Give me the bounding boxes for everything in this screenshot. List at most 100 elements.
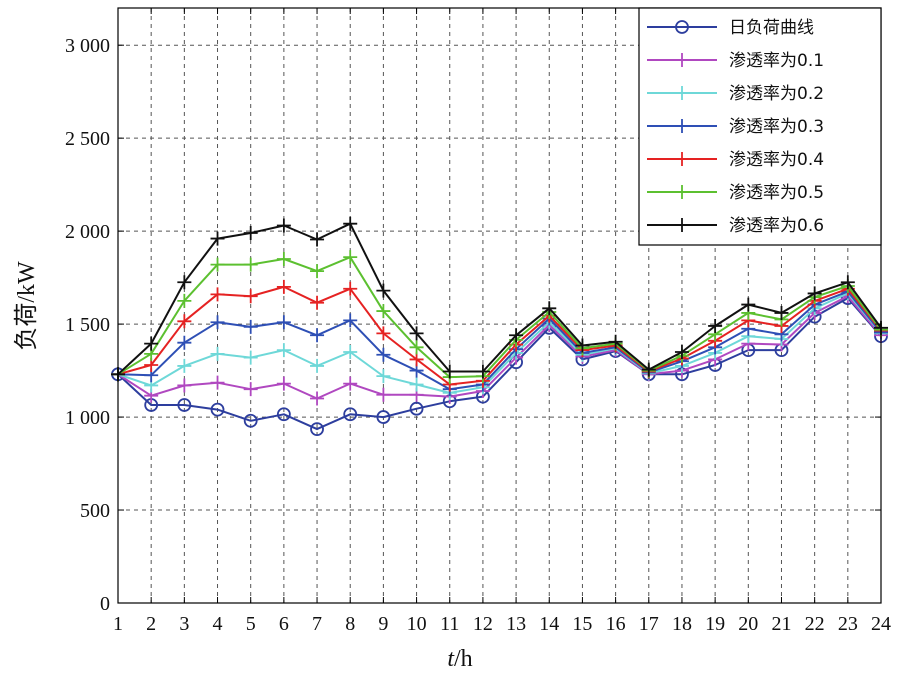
data-point <box>708 318 723 333</box>
data-point <box>310 328 325 343</box>
data-point <box>276 407 291 422</box>
data-point <box>409 401 424 416</box>
legend-item: 渗透率为0.3 <box>647 117 824 137</box>
legend-label: 渗透率为0.5 <box>729 183 824 203</box>
data-point <box>807 286 822 301</box>
x-tick-label: 23 <box>838 613 858 635</box>
data-point <box>310 391 325 406</box>
data-point <box>177 398 192 412</box>
legend-label: 渗透率为0.1 <box>729 51 824 71</box>
series-layer <box>111 216 888 437</box>
data-point <box>376 387 391 402</box>
data-point <box>575 338 590 353</box>
data-point <box>144 336 159 351</box>
data-point <box>243 319 258 334</box>
legend-item: 渗透率为0.5 <box>647 183 824 203</box>
data-point <box>442 364 457 379</box>
data-point <box>310 264 325 279</box>
data-point <box>409 326 424 341</box>
data-point <box>210 402 225 417</box>
y-tick-label: 1 000 <box>65 407 110 429</box>
legend-label: 渗透率为0.4 <box>729 150 824 170</box>
plot-frame <box>117 7 882 604</box>
data-point <box>376 304 391 319</box>
y-tick-label: 2 500 <box>65 128 110 150</box>
data-point <box>276 376 291 391</box>
data-point <box>310 422 324 437</box>
data-point <box>376 369 391 384</box>
data-point <box>343 313 358 328</box>
data-point <box>276 218 291 233</box>
data-point <box>409 352 424 367</box>
data-point <box>343 250 358 265</box>
data-point <box>376 326 391 341</box>
data-point <box>542 301 557 316</box>
data-point <box>409 340 424 355</box>
x-tick-label: 12 <box>473 613 493 635</box>
data-point <box>376 410 391 424</box>
legend-item: 渗透率为0.1 <box>647 51 824 71</box>
data-point <box>177 275 192 290</box>
data-point <box>343 376 358 391</box>
data-point <box>177 358 192 373</box>
data-point <box>210 315 225 330</box>
series-6 <box>111 216 888 382</box>
data-point <box>343 216 358 231</box>
x-tick-label: 9 <box>378 613 388 635</box>
data-point <box>210 231 225 246</box>
x-tick-label: 16 <box>606 613 626 635</box>
x-tick-label: 24 <box>871 613 891 635</box>
legend-item: 渗透率为0.2 <box>647 84 824 104</box>
data-point <box>177 378 192 393</box>
data-point <box>276 315 291 330</box>
x-tick-label: 18 <box>672 613 692 635</box>
tick-layer: 1 2 3 4 5 6 7 8 9 10 11 12 13 14 15 16 17 18 19 20 21 22 23 240… <box>65 8 891 635</box>
data-point <box>243 350 258 365</box>
data-point <box>675 86 689 100</box>
legend-label: 渗透率为0.6 <box>729 216 824 236</box>
data-point <box>243 257 258 272</box>
x-tick-label: 21 <box>771 613 791 635</box>
data-point <box>177 293 192 308</box>
data-point <box>608 334 623 349</box>
x-tick-label: 11 <box>440 613 459 635</box>
data-point <box>310 232 325 247</box>
data-point <box>475 364 490 379</box>
x-tick-label: 3 <box>179 613 189 635</box>
legend-label: 渗透率为0.3 <box>729 117 824 137</box>
x-axis-label: t/h <box>447 646 472 672</box>
y-tick-label: 0 <box>100 593 110 615</box>
legend-item: 渗透率为0.4 <box>647 150 824 170</box>
data-point <box>675 119 689 133</box>
data-point <box>243 289 258 304</box>
x-tick-label: 14 <box>539 613 559 635</box>
data-point <box>343 407 358 422</box>
data-point <box>177 314 192 329</box>
x-tick-label: 6 <box>279 613 289 635</box>
data-point <box>675 20 689 34</box>
data-point <box>243 225 258 240</box>
x-tick-label: 2 <box>146 613 156 635</box>
data-point <box>243 382 258 397</box>
data-point <box>409 377 424 392</box>
data-point <box>840 275 855 290</box>
x-tick-label: 17 <box>639 613 659 635</box>
data-point <box>210 287 225 302</box>
data-point <box>675 218 689 232</box>
data-point <box>276 252 291 267</box>
x-tick-label: 20 <box>738 613 758 635</box>
x-tick-label: 19 <box>705 613 725 635</box>
x-tick-label: 8 <box>345 613 355 635</box>
data-point <box>376 347 391 362</box>
data-point <box>675 152 689 166</box>
data-point <box>674 344 689 359</box>
x-tick-label: 7 <box>312 613 322 635</box>
data-point <box>343 344 358 359</box>
x-tick-label: 13 <box>506 613 526 635</box>
data-point <box>210 375 225 390</box>
x-tick-label: 1 <box>113 613 123 635</box>
y-tick-label: 1 500 <box>65 314 110 336</box>
data-point <box>675 53 689 67</box>
